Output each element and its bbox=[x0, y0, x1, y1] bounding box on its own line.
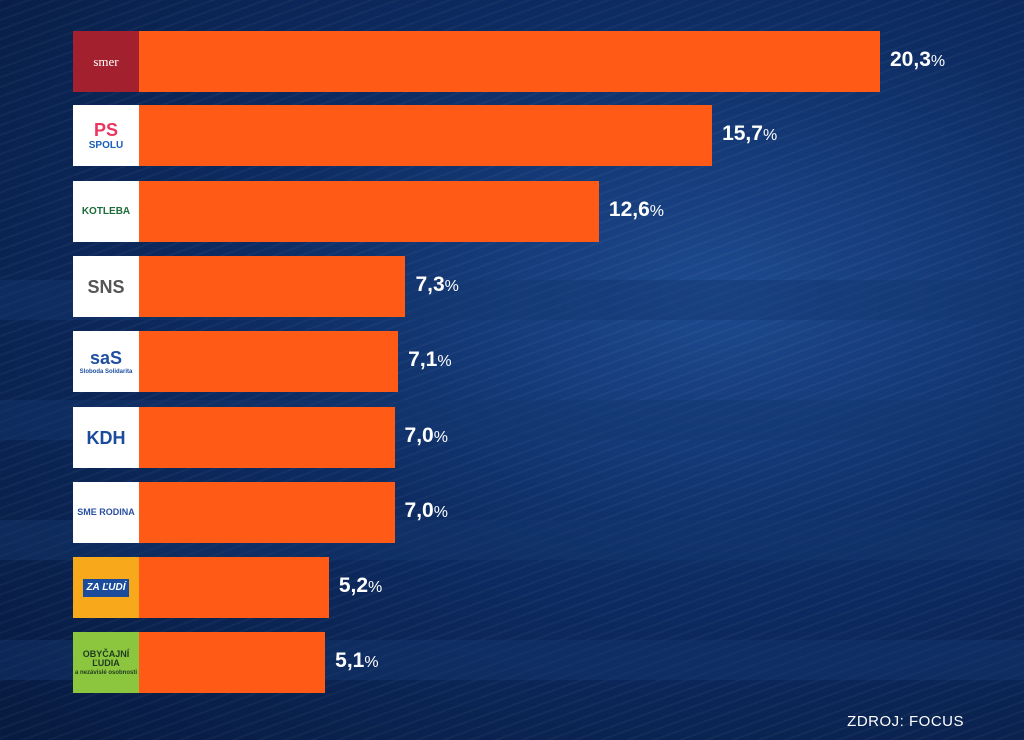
bar bbox=[139, 256, 406, 317]
party-logo-text: OBYČAJNÍ ĽUDIA bbox=[82, 648, 130, 668]
source-label: ZDROJ: FOCUS bbox=[847, 713, 964, 730]
party-logo-text: KDH bbox=[86, 427, 126, 448]
value-number: 5,1 bbox=[335, 649, 365, 672]
bar bbox=[139, 31, 880, 92]
value-unit: % bbox=[930, 53, 946, 70]
value-unit: % bbox=[364, 654, 379, 671]
party-logo: PS SPOLU bbox=[73, 105, 139, 166]
party-logo-subtext: a nezávislé osobnosti bbox=[74, 669, 138, 676]
bar bbox=[139, 557, 329, 618]
value-label: 20,3% bbox=[890, 48, 945, 72]
party-logo-text: ZA ĽUDÍ bbox=[83, 578, 129, 597]
party-logo-text: SME RODINA bbox=[77, 507, 135, 517]
party-logo: SNS bbox=[73, 256, 139, 317]
value-unit: % bbox=[368, 579, 383, 596]
value-label: 12,6% bbox=[609, 198, 664, 222]
value-number: 7,1 bbox=[408, 348, 438, 371]
bar bbox=[139, 105, 713, 166]
party-logo-text: PS bbox=[93, 119, 118, 140]
party-logo: KOTLEBA bbox=[73, 181, 139, 242]
value-unit: % bbox=[433, 504, 448, 521]
value-unit: % bbox=[444, 278, 459, 295]
bar bbox=[139, 407, 395, 468]
party-logo: ZA ĽUDÍ bbox=[73, 557, 139, 618]
value-label: 7,1% bbox=[408, 348, 451, 372]
value-number: 5,2 bbox=[338, 574, 369, 597]
party-logo: saS Sloboda Solidarita bbox=[73, 331, 139, 392]
party-logo: SME RODINA bbox=[73, 482, 139, 543]
party-logo-subtext: Sloboda Solidarita bbox=[79, 368, 133, 375]
value-unit: % bbox=[433, 429, 448, 446]
value-label: 7,0% bbox=[405, 424, 448, 448]
bar bbox=[139, 331, 399, 392]
value-number: 20,3 bbox=[890, 48, 931, 71]
value-number: 7,0 bbox=[404, 499, 434, 522]
party-logo-text: smer bbox=[93, 54, 119, 69]
bar bbox=[139, 181, 599, 242]
value-number: 12,6 bbox=[608, 198, 650, 221]
party-logo: KDH bbox=[73, 407, 139, 468]
value-number: 7,0 bbox=[404, 424, 434, 447]
value-label: 5,2% bbox=[339, 574, 382, 598]
value-label: 15,7% bbox=[722, 122, 777, 146]
value-label: 7,3% bbox=[415, 273, 458, 297]
value-unit: % bbox=[762, 127, 778, 144]
party-logo: OBYČAJNÍ ĽUDIA a nezávislé osobnosti bbox=[73, 632, 139, 693]
value-label: 7,0% bbox=[405, 499, 448, 523]
bar bbox=[139, 482, 395, 543]
party-logo-text: saS bbox=[89, 347, 123, 368]
party-logo-text: SNS bbox=[87, 276, 125, 297]
value-unit: % bbox=[437, 353, 452, 370]
value-unit: % bbox=[649, 203, 665, 220]
party-logo-text: KOTLEBA bbox=[81, 205, 131, 217]
bar bbox=[139, 632, 326, 693]
value-label: 5,1% bbox=[335, 649, 378, 673]
party-logo-subtext: SPOLU bbox=[88, 139, 124, 151]
party-logo: smer bbox=[73, 31, 145, 92]
value-number: 7,3 bbox=[415, 273, 445, 296]
value-number: 15,7 bbox=[722, 122, 763, 145]
